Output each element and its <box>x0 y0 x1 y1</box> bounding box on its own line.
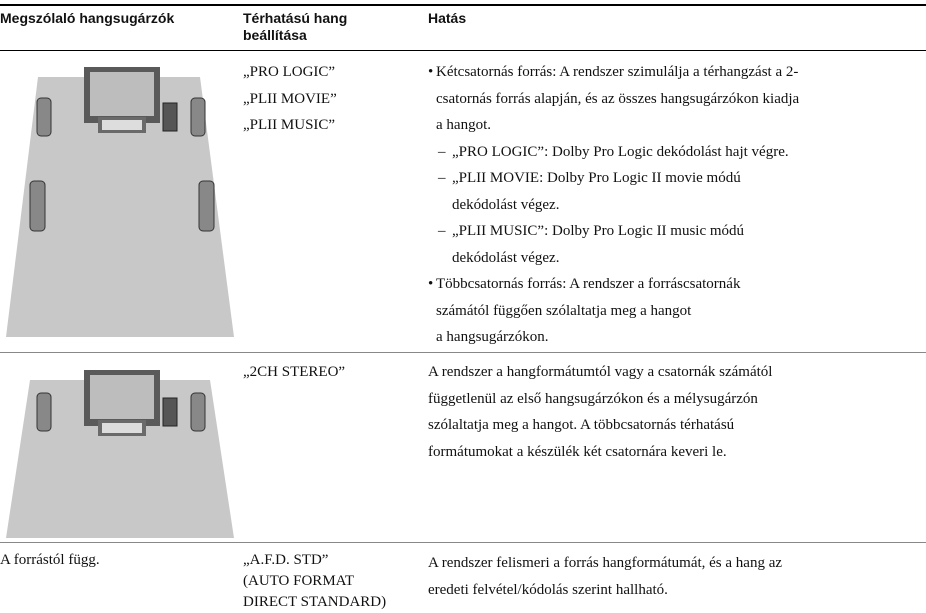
effect-line: a hangsugárzókon. <box>436 329 549 345</box>
setting: „PRO LOGIC” <box>243 64 336 80</box>
effect-line: szólaltatja meg a hangot. A többcsatorná… <box>428 417 735 433</box>
effect-line: eredeti felvétel/kódolás szerint hallhat… <box>428 581 668 598</box>
list-marker: – <box>438 143 446 160</box>
settings-cell: „2CH STEREO” <box>243 359 345 386</box>
list-marker: • <box>428 276 434 292</box>
effect-item: – „PRO LOGIC”: Dolby Pro Logic dekódolást… <box>428 139 799 166</box>
effect-line: számától függően szólaltatja meg a hango… <box>436 302 692 319</box>
settings-cell: „PRO LOGIC” „PLII MOVIE” „PLII MUSIC” <box>243 59 337 139</box>
header-cell: Megszólaló hangsugárzók <box>0 10 175 26</box>
effect-line: A rendszer a hangformátumtól vagy a csat… <box>428 364 773 380</box>
speakers-cell: A forrástól függ. <box>0 550 100 571</box>
effect-item: – „PLII MUSIC”: Dolby Pro Logic II music … <box>428 218 799 271</box>
effect-line: Többcsatornás forrás: A rendszer a forrá… <box>436 276 741 292</box>
effect-line: dekódolást végez. <box>452 196 560 213</box>
effect-line: „PLII MUSIC”: Dolby Pro Logic II music m… <box>452 223 745 239</box>
effect-line: „PRO LOGIC”: Dolby Pro Logic dekódolást … <box>452 143 789 160</box>
cell-text: A forrástól függ. <box>0 552 100 568</box>
setting: „2CH STEREO” <box>243 364 346 380</box>
settings-cell: „A.F.D. STD” (AUTO FORMAT DIRECT STANDARD) <box>243 550 386 613</box>
effect-item: – „PLII MOVIE: Dolby Pro Logic II movie m… <box>428 165 799 218</box>
setting: DIRECT STANDARD) <box>243 594 387 610</box>
header-rule <box>0 50 926 51</box>
list-marker: – <box>438 223 446 239</box>
header-cell: Térhatású hang beállítása <box>243 10 348 43</box>
header-cell: Hatás <box>428 10 467 26</box>
effect-line: a hangot. <box>436 117 491 133</box>
effect-cell: A rendszer felismeri a forrás hangformát… <box>428 550 782 603</box>
setting: „PLII MOVIE” <box>243 90 337 107</box>
speaker-diagram <box>6 370 234 538</box>
effect-line: csatornás forrás alapján, és az összes h… <box>436 90 800 107</box>
row-rule <box>0 352 926 353</box>
effect-item: A rendszer felismeri a forrás hangformát… <box>428 550 782 603</box>
effect-line: dekódolást végez. <box>452 249 560 266</box>
row-rule <box>0 542 926 543</box>
effect-item: • Többcsatornás forrás: A rendszer a forr… <box>428 271 799 351</box>
speaker-diagram <box>6 67 234 337</box>
list-marker: • <box>428 64 434 80</box>
effect-line: „PLII MOVIE: Dolby Pro Logic II movie mó… <box>452 170 741 186</box>
setting: „PLII MUSIC” <box>243 117 336 133</box>
effect-item: A rendszer a hangformátumtól vagy a csat… <box>428 359 772 465</box>
effect-line: formátumokat a készülék két csatornára k… <box>428 443 727 460</box>
effect-line: Kétcsatornás forrás: A rendszer szimulál… <box>436 64 799 80</box>
setting: „A.F.D. STD” <box>243 552 329 568</box>
effect-cell: A rendszer a hangformátumtól vagy a csat… <box>428 359 772 465</box>
list-marker: – <box>438 170 446 186</box>
setting: (AUTO FORMAT <box>243 573 354 589</box>
effect-cell: • Kétcsatornás forrás: A rendszer szimulá… <box>428 59 799 351</box>
effect-line: függetlenül az első hangsugárzókon és a … <box>428 390 758 407</box>
top-rule <box>0 4 926 6</box>
effect-line: A rendszer felismeri a forrás hangformát… <box>428 555 783 571</box>
effect-item: • Kétcsatornás forrás: A rendszer szimulá… <box>428 59 799 139</box>
